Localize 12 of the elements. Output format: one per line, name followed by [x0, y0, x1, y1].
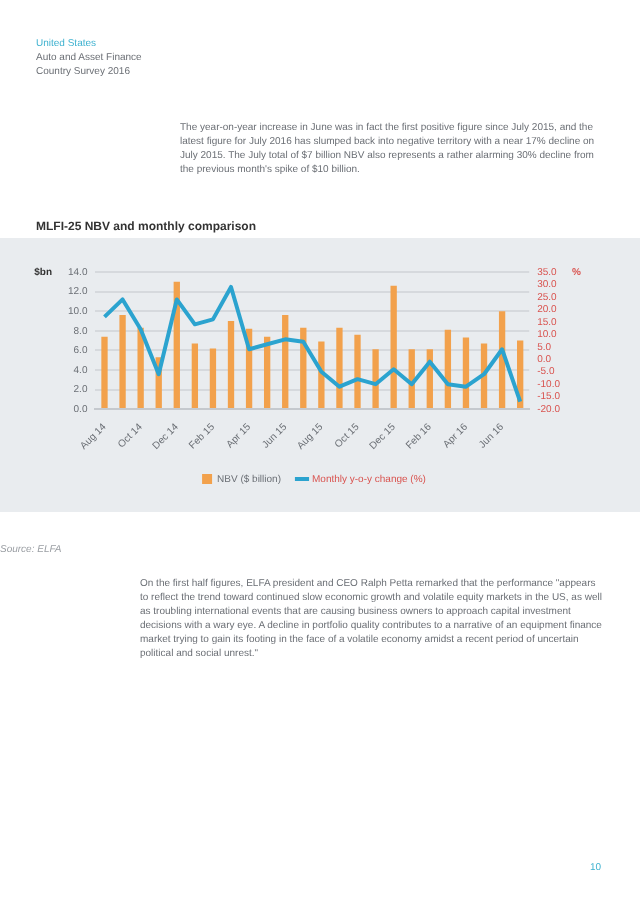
bar [372, 349, 379, 409]
bar [227, 320, 235, 409]
bar [318, 341, 325, 409]
bar [336, 327, 343, 409]
bar [282, 315, 289, 409]
bar [119, 315, 126, 409]
bar [191, 343, 199, 409]
bar [101, 336, 108, 409]
bar [390, 285, 397, 409]
bar [209, 348, 217, 409]
bar [354, 334, 361, 409]
bar [137, 327, 144, 409]
